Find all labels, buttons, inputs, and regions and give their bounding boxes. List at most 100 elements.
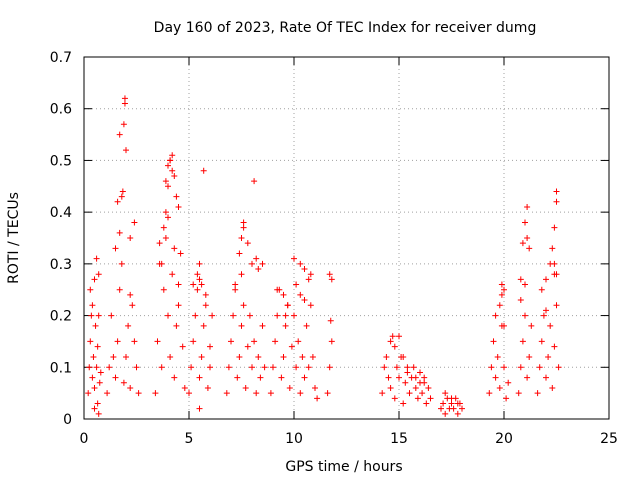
data-point (501, 322, 507, 329)
data-point (190, 281, 197, 288)
data-point (501, 286, 507, 293)
data-point (314, 395, 321, 402)
data-point (387, 384, 394, 391)
data-points (85, 95, 562, 417)
data-point (242, 384, 249, 391)
data-point (196, 260, 203, 267)
data-point (305, 276, 312, 283)
data-point (391, 395, 398, 402)
data-point (419, 390, 426, 397)
data-point (440, 400, 447, 407)
data-point (171, 172, 178, 179)
data-point (162, 209, 169, 216)
data-point (120, 121, 127, 128)
data-point (284, 302, 291, 309)
data-point (326, 271, 333, 278)
x-tick-label: 5 (185, 431, 194, 447)
data-point (536, 364, 543, 371)
data-point (280, 353, 287, 360)
data-point (261, 364, 268, 371)
data-point (198, 353, 205, 360)
data-point (240, 302, 247, 309)
data-point (202, 302, 209, 309)
data-point (328, 276, 335, 283)
data-point (540, 312, 547, 319)
x-tick-label: 15 (390, 431, 408, 447)
data-point (538, 286, 545, 293)
data-point (94, 343, 101, 350)
data-point (379, 390, 386, 397)
data-point (549, 245, 556, 252)
data-point (406, 390, 413, 397)
data-point (86, 364, 93, 371)
data-point (522, 312, 528, 319)
data-point (519, 338, 526, 345)
data-point (93, 255, 100, 262)
data-point (158, 260, 165, 267)
data-point (238, 271, 245, 278)
data-point (280, 291, 287, 298)
data-point (417, 369, 423, 376)
data-point (179, 343, 186, 350)
data-point (96, 379, 103, 386)
data-point (442, 410, 449, 417)
data-point (297, 260, 304, 267)
data-point (116, 131, 123, 138)
data-point (119, 188, 126, 195)
data-point (389, 333, 396, 340)
data-point (169, 152, 176, 159)
data-point (393, 364, 400, 371)
data-point (301, 266, 308, 273)
data-point (442, 390, 449, 397)
data-point (303, 322, 310, 329)
data-point (120, 379, 127, 386)
data-point (238, 235, 245, 241)
data-point (125, 322, 132, 329)
data-point (400, 353, 407, 360)
data-point (123, 353, 129, 360)
data-point (517, 276, 524, 283)
data-point (223, 390, 230, 397)
data-point (524, 203, 531, 210)
data-point (492, 374, 499, 381)
data-point (207, 364, 213, 371)
data-point (251, 338, 258, 345)
data-point (496, 384, 503, 391)
data-point (274, 286, 281, 293)
data-point (543, 276, 549, 283)
data-point (312, 384, 318, 391)
data-point (112, 245, 119, 252)
data-point (498, 291, 505, 298)
data-point (307, 271, 314, 278)
data-point (200, 322, 207, 329)
data-point (169, 271, 176, 278)
data-point (301, 374, 308, 381)
y-tick-label: 0 (63, 412, 72, 428)
data-point (175, 203, 182, 210)
data-point (88, 312, 95, 319)
data-point (89, 374, 96, 381)
data-point (291, 312, 297, 319)
data-point (173, 322, 180, 329)
data-point (299, 353, 306, 360)
data-point (95, 312, 102, 319)
data-point (85, 390, 92, 397)
data-point (116, 229, 123, 236)
data-point (225, 364, 232, 371)
data-point (152, 390, 159, 397)
x-axis-label: GPS time / hours (285, 459, 402, 475)
data-point (503, 395, 510, 402)
data-point (526, 353, 533, 360)
y-tick-label: 0.3 (50, 257, 72, 273)
data-point (421, 379, 428, 386)
data-point (534, 390, 541, 397)
data-point (272, 338, 279, 345)
data-point (286, 384, 293, 391)
data-point (305, 364, 312, 371)
data-point (127, 291, 134, 298)
data-point (228, 338, 234, 345)
data-point (93, 364, 100, 371)
data-point (385, 374, 392, 381)
data-point (196, 276, 203, 283)
y-tick-label: 0.7 (50, 50, 72, 66)
